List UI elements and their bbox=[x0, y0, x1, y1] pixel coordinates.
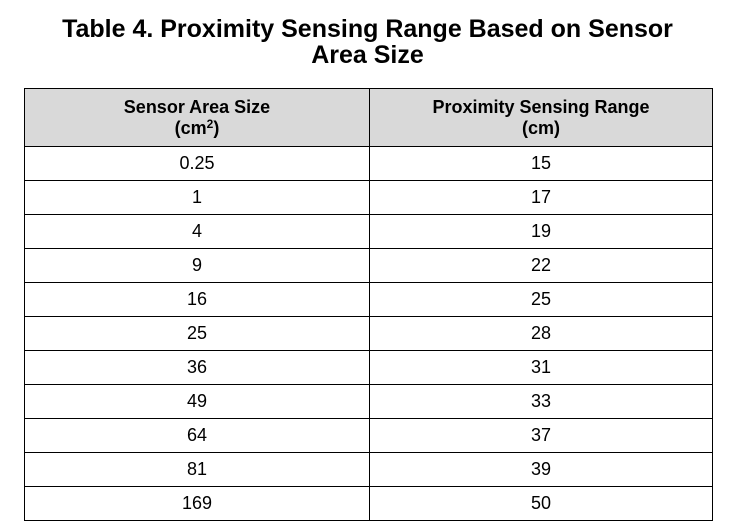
cell-proximity-sensing-range: 50 bbox=[369, 486, 713, 521]
cell-sensor-area-size: 4 bbox=[24, 214, 370, 249]
table-row: 9 22 bbox=[24, 248, 713, 283]
table-caption-line-2: Area Size bbox=[311, 41, 424, 69]
table-row: 36 31 bbox=[24, 350, 713, 385]
cell-sensor-area-size: 9 bbox=[24, 248, 370, 283]
unit-suffix: ) bbox=[213, 117, 220, 138]
cell-sensor-area-size: 36 bbox=[24, 350, 370, 385]
table-row: 25 28 bbox=[24, 316, 713, 351]
cell-sensor-area-size: 25 bbox=[24, 316, 370, 351]
table-caption-line-1: Table 4. Proximity Sensing Range Based o… bbox=[62, 15, 673, 43]
cell-sensor-area-size: 64 bbox=[24, 418, 370, 453]
table-caption: Table 4. Proximity Sensing Range Based o… bbox=[0, 16, 735, 68]
table-row: 1 17 bbox=[24, 180, 713, 215]
table-row: 64 37 bbox=[24, 418, 713, 453]
cell-sensor-area-size: 81 bbox=[24, 452, 370, 487]
table-row: 169 50 bbox=[24, 486, 713, 521]
cell-proximity-sensing-range: 28 bbox=[369, 316, 713, 351]
table-row: 81 39 bbox=[24, 452, 713, 487]
cell-sensor-area-size: 49 bbox=[24, 384, 370, 419]
cell-sensor-area-size: 0.25 bbox=[24, 146, 370, 181]
unit-exponent: 2 bbox=[206, 116, 214, 131]
table-row: 4 19 bbox=[24, 214, 713, 249]
table-header-row: Sensor Area Size (cm2) Proximity Sensing… bbox=[24, 88, 713, 147]
table-row: 16 25 bbox=[24, 282, 713, 317]
cell-proximity-sensing-range: 39 bbox=[369, 452, 713, 487]
cell-proximity-sensing-range: 17 bbox=[369, 180, 713, 215]
cell-proximity-sensing-range: 25 bbox=[369, 282, 713, 317]
header-sensor-area-size: Sensor Area Size (cm2) bbox=[24, 88, 370, 147]
cell-proximity-sensing-range: 15 bbox=[369, 146, 713, 181]
proximity-range-table: Sensor Area Size (cm2) Proximity Sensing… bbox=[24, 88, 713, 521]
table-body: 0.25 15 1 17 4 19 9 22 16 25 25 28 36 31 49 33 64 37 81 39 1… bbox=[24, 146, 713, 521]
cell-sensor-area-size: 1 bbox=[24, 180, 370, 215]
cell-proximity-sensing-range: 19 bbox=[369, 214, 713, 249]
cell-proximity-sensing-range: 31 bbox=[369, 350, 713, 385]
cell-sensor-area-size: 169 bbox=[24, 486, 370, 521]
header-proximity-sensing-range: Proximity Sensing Range (cm) bbox=[369, 88, 713, 147]
table-row: 0.25 15 bbox=[24, 146, 713, 181]
header-sensor-area-size-unit: (cm2) bbox=[29, 118, 365, 139]
header-sensor-area-size-title: Sensor Area Size bbox=[123, 96, 271, 117]
cell-sensor-area-size: 16 bbox=[24, 282, 370, 317]
header-proximity-sensing-range-title: Proximity Sensing Range bbox=[432, 96, 650, 117]
cell-proximity-sensing-range: 37 bbox=[369, 418, 713, 453]
header-proximity-sensing-range-unit: (cm) bbox=[521, 117, 560, 138]
table-row: 49 33 bbox=[24, 384, 713, 419]
cell-proximity-sensing-range: 33 bbox=[369, 384, 713, 419]
cell-proximity-sensing-range: 22 bbox=[369, 248, 713, 283]
unit-prefix: (cm bbox=[174, 117, 207, 138]
